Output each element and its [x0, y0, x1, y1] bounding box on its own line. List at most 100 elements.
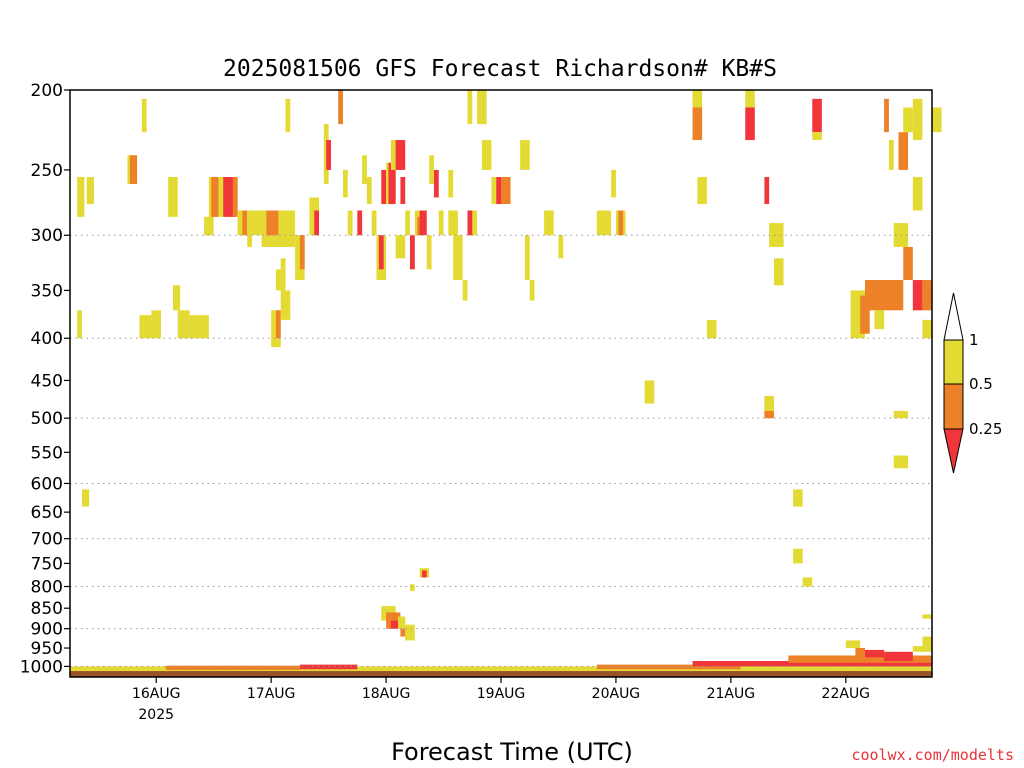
- richardson-cell: [529, 280, 535, 301]
- richardson-cell: [395, 140, 406, 170]
- richardson-cell: [745, 90, 755, 108]
- richardson-cell: [247, 210, 252, 247]
- richardson-cell: [501, 177, 511, 205]
- richardson-cell: [903, 107, 913, 133]
- richardson-cell: [769, 223, 784, 247]
- richardson-cell: [773, 258, 784, 286]
- richardson-cell: [793, 489, 803, 507]
- richardson-cell: [410, 584, 415, 591]
- richardson-cell: [232, 177, 238, 217]
- richardson-cell: [168, 177, 178, 217]
- credit-text: coolwx.com/modelts: [851, 746, 1014, 764]
- richardson-cell: [251, 210, 262, 236]
- richardson-cell: [204, 216, 214, 236]
- colorbar-extend-top: [943, 292, 964, 341]
- richardson-cell: [874, 310, 885, 330]
- x-tick-label: 17AUG: [247, 686, 296, 702]
- richardson-cell: [421, 570, 427, 578]
- y-tick-label: 750: [31, 554, 63, 574]
- y-tick-label: 800: [31, 577, 63, 597]
- y-tick-label: 1000: [20, 657, 63, 677]
- colorbar-label: 0.5: [969, 375, 993, 393]
- richardson-cell: [314, 210, 320, 236]
- richardson-cell: [390, 620, 399, 629]
- colorbar-label: 1: [969, 331, 979, 349]
- richardson-cell: [275, 310, 281, 339]
- richardson-cell: [388, 162, 396, 205]
- richardson-cell: [802, 577, 813, 587]
- richardson-cell: [419, 210, 427, 236]
- richardson-cell: [855, 648, 865, 656]
- richardson-cell: [398, 616, 406, 629]
- colorbar: 1 0.5 0.25: [943, 292, 1002, 474]
- richardson-cell: [342, 169, 348, 198]
- richardson-cell: [381, 169, 387, 205]
- richardson-cell: [266, 210, 279, 236]
- richardson-cell: [697, 177, 707, 205]
- richardson-cell: [618, 210, 624, 236]
- x-tick-label: 18AUG: [362, 686, 411, 702]
- richardson-cell: [139, 315, 152, 339]
- colorbar-bin: [943, 383, 964, 430]
- richardson-cell: [81, 489, 90, 507]
- richardson-cell: [481, 90, 487, 125]
- colorbar-label: 0.25: [969, 420, 1002, 438]
- richardson-cell: [491, 177, 497, 205]
- y-tick-label: 900: [31, 620, 63, 640]
- richardson-cell: [177, 310, 190, 339]
- x-tick-sublabel: 2025: [138, 707, 174, 723]
- richardson-cell: [129, 155, 138, 184]
- richardson-cell: [338, 90, 343, 125]
- surface-band: [165, 665, 300, 670]
- y-tick-label: 600: [31, 474, 63, 494]
- richardson-cell: [448, 169, 454, 198]
- y-tick-label: 250: [31, 161, 63, 181]
- richardson-cell: [405, 210, 411, 236]
- richardson-cell: [764, 177, 770, 205]
- richardson-cell: [898, 132, 909, 170]
- richardson-cell: [77, 177, 85, 217]
- gridlines: [70, 234, 932, 667]
- richardson-cell: [922, 614, 932, 619]
- richardson-cell: [477, 90, 482, 125]
- richardson-cell: [793, 548, 803, 564]
- richardson-cell: [912, 177, 923, 211]
- x-tick-label: 21AUG: [707, 686, 756, 702]
- richardson-cell: [922, 319, 932, 339]
- richardson-cell: [275, 269, 286, 291]
- richardson-cell: [453, 235, 463, 281]
- richardson-cell: [326, 140, 331, 170]
- richardson-cell: [280, 258, 286, 270]
- richardson-cell: [481, 140, 492, 170]
- richardson-cell: [141, 98, 147, 133]
- richardson-cell: [912, 280, 923, 311]
- richardson-cell: [692, 90, 703, 108]
- richardson-cell: [745, 107, 755, 141]
- surface-band: [299, 664, 358, 670]
- richardson-cell: [405, 624, 415, 641]
- y-tick-label: 300: [31, 226, 63, 246]
- richardson-cell: [77, 310, 82, 339]
- richardson-cell: [706, 319, 717, 339]
- richardson-cell: [932, 107, 942, 133]
- richardson-cell: [860, 295, 870, 334]
- richardson-cell: [893, 455, 909, 469]
- y-tick-label: 500: [31, 409, 63, 429]
- richardson-cell: [467, 90, 473, 125]
- richardson-cell: [558, 235, 564, 259]
- x-tick-label: 16AUG: [132, 686, 181, 702]
- richardson-cell: [86, 177, 94, 205]
- richardson-cell: [644, 380, 655, 404]
- richardson-cell: [378, 235, 384, 270]
- x-tick-label: 19AUG: [477, 686, 526, 702]
- richardson-cell: [189, 315, 209, 339]
- richardson-cell: [596, 210, 612, 236]
- richardson-cell: [151, 310, 161, 339]
- richardson-cell: [864, 280, 904, 311]
- richardson-cell: [280, 290, 291, 320]
- richardson-cell: [347, 210, 353, 236]
- richardson-cell: [172, 285, 181, 311]
- richardson-cell: [764, 410, 774, 419]
- richardson-cell: [884, 98, 889, 133]
- surface-band: [70, 666, 932, 672]
